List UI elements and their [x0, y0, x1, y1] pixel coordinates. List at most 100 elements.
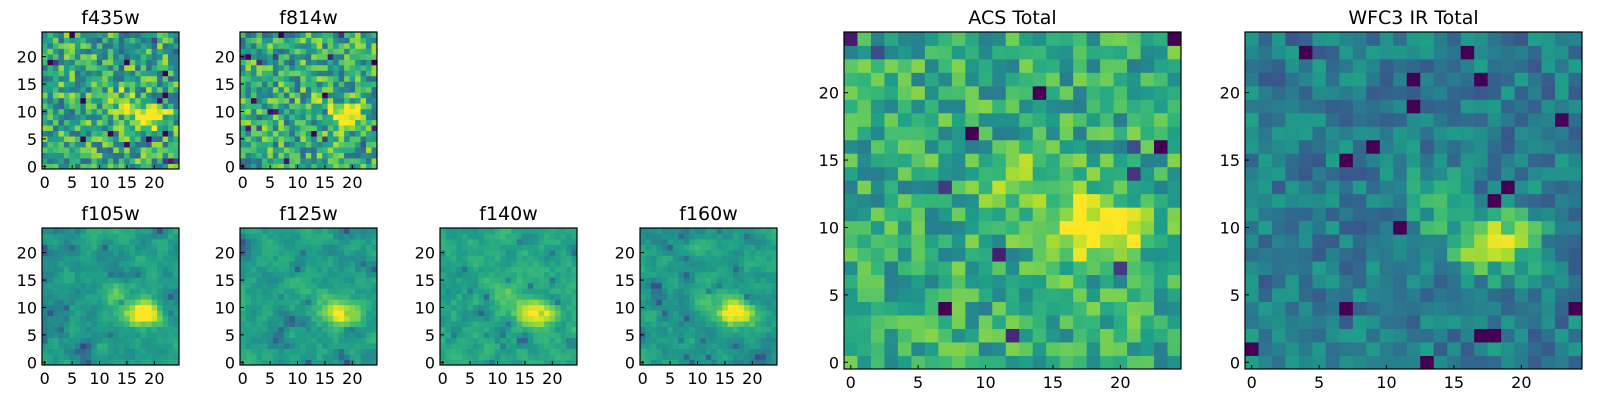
heatmap-cell: [316, 37, 323, 44]
heatmap-cell: [1433, 220, 1448, 235]
heatmap-cell: [1568, 180, 1583, 195]
heatmap-cell: [1059, 342, 1074, 356]
heatmap-cell: [1555, 180, 1569, 195]
heatmap-cell: [645, 354, 652, 360]
heatmap-cell: [135, 81, 142, 88]
heatmap-cell: [1245, 288, 1259, 302]
heatmap-cell: [1032, 234, 1047, 249]
heatmap-cell: [85, 304, 92, 311]
heatmap-cell: [555, 343, 561, 349]
axes-frame: [439, 227, 578, 366]
heatmap-cell: [316, 32, 323, 38]
heatmap-cell: [511, 282, 518, 289]
heatmap-cell: [91, 147, 98, 153]
heatmap-cell: [162, 255, 169, 262]
heatmap-cell: [294, 32, 301, 38]
heatmap-cell: [371, 299, 378, 306]
heatmap-cell: [135, 310, 142, 317]
heatmap-cell: [74, 70, 81, 77]
heatmap-cell: [951, 99, 966, 114]
heatmap-cell: [951, 166, 966, 181]
heatmap-cell: [683, 238, 690, 245]
heatmap-cell: [566, 228, 572, 234]
heatmap-cell: [771, 266, 778, 273]
heatmap-cell: [52, 152, 59, 159]
heatmap-cell: [283, 315, 290, 322]
heatmap-cell: [96, 37, 103, 44]
heatmap-cell: [689, 249, 696, 256]
heatmap-cell: [1258, 220, 1273, 235]
heatmap-cell: [124, 136, 131, 142]
heatmap-cell: [151, 103, 158, 110]
heatmap-cell: [1073, 342, 1088, 356]
heatmap-cell: [107, 271, 114, 278]
heatmap-cell: [113, 348, 120, 355]
heatmap-cell: [322, 97, 329, 104]
heatmap-cell: [472, 348, 479, 355]
y-tick-label: 15: [819, 151, 839, 170]
x-tick-label: 20: [342, 173, 362, 192]
heatmap-cell: [113, 86, 120, 93]
heatmap-cell: [157, 37, 163, 44]
heatmap-cell: [1501, 315, 1515, 329]
heatmap-cell: [544, 337, 550, 344]
heatmap-cell: [311, 75, 318, 82]
heatmap-cell: [472, 337, 479, 344]
heatmap-cell: [516, 299, 523, 306]
heatmap-cell: [118, 42, 125, 49]
heatmap-cell: [749, 326, 756, 333]
heatmap-cell: [1555, 153, 1569, 168]
heatmap-cell: [1420, 193, 1435, 208]
heatmap-cell: [560, 288, 567, 295]
heatmap-cell: [102, 75, 109, 82]
heatmap-cell: [727, 337, 734, 344]
heatmap-cell: [91, 277, 98, 284]
heatmap-cell: [113, 136, 120, 142]
heatmap-cell: [42, 32, 48, 38]
heatmap-cell: [527, 332, 534, 338]
heatmap-cell: [80, 315, 87, 322]
heatmap-cell: [951, 274, 966, 289]
heatmap-cell: [656, 343, 663, 349]
heatmap-cell: [338, 271, 345, 278]
heatmap-cell: [645, 277, 652, 284]
heatmap-cell: [755, 260, 761, 267]
heatmap-cell: [124, 119, 131, 126]
heatmap-cell: [272, 354, 279, 360]
heatmap-cell: [1019, 207, 1034, 222]
heatmap-cell: [656, 266, 663, 273]
heatmap-cell: [151, 125, 158, 132]
heatmap-cell: [261, 81, 268, 88]
heatmap-cell: [360, 343, 367, 349]
heatmap-cell: [705, 260, 712, 267]
heatmap-cell: [146, 152, 152, 159]
heatmap-cell: [951, 220, 966, 235]
heatmap-cell: [42, 97, 48, 104]
heatmap-cell: [366, 70, 372, 77]
heatmap-cell: [245, 53, 252, 60]
heatmap-cell: [355, 42, 361, 49]
heatmap-cell: [256, 277, 263, 284]
heatmap-cell: [327, 277, 334, 284]
heatmap-cell: [1019, 99, 1034, 114]
heatmap-cell: [42, 321, 48, 328]
heatmap-cell: [1568, 234, 1583, 249]
heatmap-cell: [1113, 180, 1128, 195]
heatmap-cell: [1100, 274, 1114, 289]
heatmap-cell: [1127, 328, 1141, 343]
heatmap-cell: [338, 321, 345, 328]
heatmap-cell: [118, 53, 125, 60]
heatmap-cell: [294, 238, 301, 245]
heatmap-cell: [667, 348, 674, 355]
heatmap-cell: [716, 354, 723, 360]
heatmap-cell: [366, 238, 372, 245]
heatmap-cell: [289, 92, 296, 99]
heatmap-cell: [250, 343, 257, 349]
heatmap-cell: [118, 255, 125, 262]
heatmap-cell: [571, 238, 578, 245]
heatmap-cell: [322, 37, 329, 44]
heatmap-cell: [85, 125, 92, 132]
heatmap-cell: [667, 337, 674, 344]
heatmap-cell: [1420, 234, 1435, 249]
heatmap-cell: [1352, 180, 1367, 195]
